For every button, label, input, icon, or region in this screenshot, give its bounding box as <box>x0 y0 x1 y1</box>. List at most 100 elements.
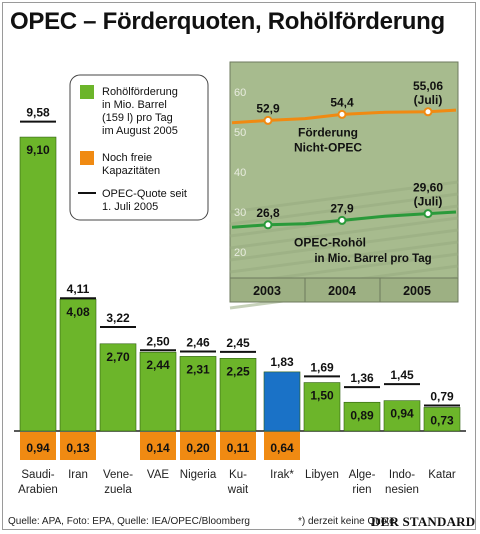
quota-value-label: 1,36 <box>350 371 374 385</box>
inset-value-label: (Juli) <box>414 93 443 107</box>
category-label: Libyen <box>305 469 339 481</box>
category-label: Katar <box>428 469 456 481</box>
category-label: wait <box>227 484 249 496</box>
quota-value-label: 1,69 <box>310 360 334 374</box>
spare-capacity-bar <box>140 432 176 460</box>
spare-capacity-bar <box>180 432 216 460</box>
inset-y-tick-label: 40 <box>234 167 246 179</box>
category-label: Irak* <box>270 469 294 481</box>
production-value-label: 2,44 <box>146 358 170 372</box>
inset-data-point <box>263 220 273 230</box>
spare-capacity-bar <box>20 432 56 460</box>
source-note: Quelle: APA, Foto: EPA, Quelle: IEA/OPEC… <box>8 516 250 527</box>
inset-x-tick-label: 2003 <box>253 284 281 298</box>
production-bar <box>139 351 177 432</box>
inset-value-label: 52,9 <box>256 101 280 115</box>
legend-box <box>69 74 209 221</box>
spare-capacity-bar <box>60 432 96 460</box>
spare-value-label: 0,94 <box>26 441 50 455</box>
category-label: Alge- <box>349 469 376 481</box>
inset-value-label: 29,60 <box>413 181 443 195</box>
category-label: Vene- <box>103 469 133 481</box>
production-bar <box>219 358 257 432</box>
quota-value-label: 2,50 <box>146 334 170 348</box>
category-label: VAE <box>147 469 169 481</box>
spare-capacity-bar <box>264 432 300 460</box>
inset-y-tick-label: 60 <box>234 87 246 99</box>
production-value-label: 0,89 <box>350 408 374 422</box>
category-label: Saudi- <box>21 469 54 481</box>
inset-value-label: 26,8 <box>256 206 280 220</box>
production-bar <box>423 407 461 432</box>
production-value-label: 0,73 <box>430 413 454 427</box>
inset-series-name: Förderung <box>298 125 358 139</box>
inset-value-label: 54,4 <box>330 95 354 109</box>
inset-x-axis-band <box>229 277 459 303</box>
inset-data-point <box>263 115 273 125</box>
category-label: Iran <box>68 469 88 481</box>
quota-value-label: 2,45 <box>226 336 250 350</box>
quota-value-label: 2,46 <box>186 336 210 350</box>
inset-y-axis-label: in Mio. Barrel pro Tag <box>314 253 431 265</box>
category-label: Indo- <box>389 469 415 481</box>
inset-value-label: (Juli) <box>414 195 443 209</box>
category-label: rien <box>352 484 371 496</box>
inset-x-tick-label: 2004 <box>328 284 356 298</box>
production-bar <box>19 136 57 432</box>
production-bar <box>343 401 381 432</box>
production-bar <box>383 400 421 432</box>
category-label: nesien <box>385 484 419 496</box>
inset-y-tick-label: 20 <box>234 247 246 259</box>
category-label: Ku- <box>229 469 247 481</box>
inset-data-point <box>423 107 433 117</box>
category-label: zuela <box>104 484 132 496</box>
inset-value-label: 27,9 <box>330 201 354 215</box>
inset-chart-background <box>229 61 459 303</box>
production-bar <box>303 382 341 432</box>
production-value-label: 2,25 <box>226 364 250 378</box>
legend-label-production: Rohölförderung in Mio. Barrel (159 l) pro … <box>102 86 178 137</box>
inset-x-tick-label: 2005 <box>403 284 431 298</box>
spare-value-label: 0,14 <box>146 441 170 455</box>
inset-texture <box>229 180 459 214</box>
spare-value-label: 0,20 <box>186 441 210 455</box>
footnote: *) derzeit keine Quote <box>298 516 395 527</box>
inset-data-point <box>423 209 433 219</box>
spare-capacity-bar <box>220 432 256 460</box>
category-label: Arabien <box>18 484 58 496</box>
spare-value-label: 0,64 <box>270 441 294 455</box>
inset-value-label: 55,06 <box>413 79 443 93</box>
publisher-logo: DER STANDARD <box>371 514 476 529</box>
inset-texture <box>229 240 459 274</box>
production-value-label: 4,08 <box>66 305 90 319</box>
inset-texture <box>229 216 459 250</box>
legend-swatch-spare <box>80 151 94 165</box>
quota-value-label: 0,79 <box>430 389 454 403</box>
quota-value-label: 3,22 <box>106 311 130 325</box>
legend-swatch-production <box>80 85 94 99</box>
inset-y-tick-label: 30 <box>234 207 246 219</box>
production-value-label: 2,31 <box>186 362 210 376</box>
chart-title: OPEC – Förderquoten, Rohölförderung <box>10 8 445 35</box>
production-bar <box>179 356 217 432</box>
legend-label-quota: OPEC-Quote seit 1. Juli 2005 <box>102 188 187 213</box>
legend-label-spare: Noch freie Kapazitäten <box>102 152 160 177</box>
production-value-label: 1,50 <box>310 389 334 403</box>
inset-series-name: Nicht-OPEC <box>294 140 362 154</box>
inset-data-point <box>337 109 347 119</box>
inset-series-name: OPEC-Rohöl <box>294 235 366 249</box>
spare-value-label: 0,13 <box>66 441 90 455</box>
quota-value-label: 9,58 <box>26 106 50 120</box>
production-value-label: 1,83 <box>270 355 294 369</box>
production-value-label: 2,70 <box>106 350 130 364</box>
production-bar <box>59 298 97 432</box>
production-value-label: 0,94 <box>390 407 414 421</box>
production-bar <box>99 343 137 432</box>
spare-value-label: 0,11 <box>227 441 250 455</box>
category-label: Nigeria <box>180 469 217 481</box>
quota-value-label: 4,11 <box>67 282 90 296</box>
quota-value-label: 1,45 <box>390 368 414 382</box>
production-value-label: 9,10 <box>26 143 50 157</box>
